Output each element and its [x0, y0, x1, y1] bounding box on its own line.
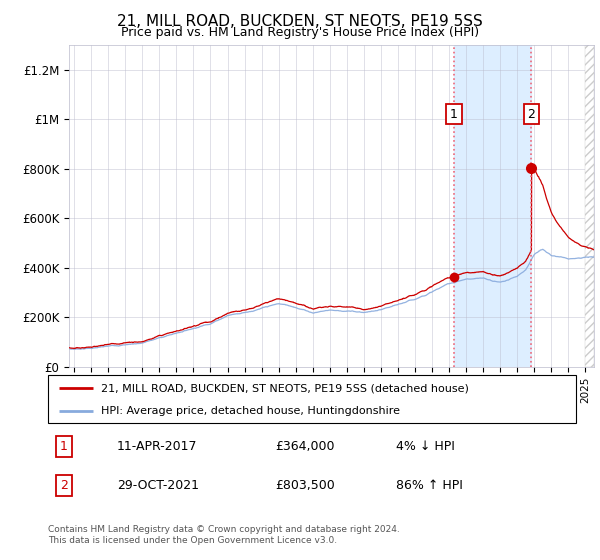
Bar: [454, 45, 532, 367]
Text: 86% ↑ HPI: 86% ↑ HPI: [397, 479, 463, 492]
Text: 1: 1: [450, 108, 458, 120]
Text: 21, MILL ROAD, BUCKDEN, ST NEOTS, PE19 5SS (detached house): 21, MILL ROAD, BUCKDEN, ST NEOTS, PE19 5…: [101, 383, 469, 393]
Text: 1: 1: [60, 440, 68, 453]
Text: 2: 2: [60, 479, 68, 492]
Text: £803,500: £803,500: [275, 479, 335, 492]
Text: 4% ↓ HPI: 4% ↓ HPI: [397, 440, 455, 453]
Text: HPI: Average price, detached house, Huntingdonshire: HPI: Average price, detached house, Hunt…: [101, 406, 400, 416]
Text: 11-APR-2017: 11-APR-2017: [116, 440, 197, 453]
Text: Price paid vs. HM Land Registry's House Price Index (HPI): Price paid vs. HM Land Registry's House …: [121, 26, 479, 39]
Text: Contains HM Land Registry data © Crown copyright and database right 2024.
This d: Contains HM Land Registry data © Crown c…: [48, 525, 400, 545]
Text: 29-OCT-2021: 29-OCT-2021: [116, 479, 199, 492]
FancyBboxPatch shape: [48, 375, 576, 423]
Text: 21, MILL ROAD, BUCKDEN, ST NEOTS, PE19 5SS: 21, MILL ROAD, BUCKDEN, ST NEOTS, PE19 5…: [117, 14, 483, 29]
Text: £364,000: £364,000: [275, 440, 335, 453]
Text: 2: 2: [527, 108, 535, 120]
